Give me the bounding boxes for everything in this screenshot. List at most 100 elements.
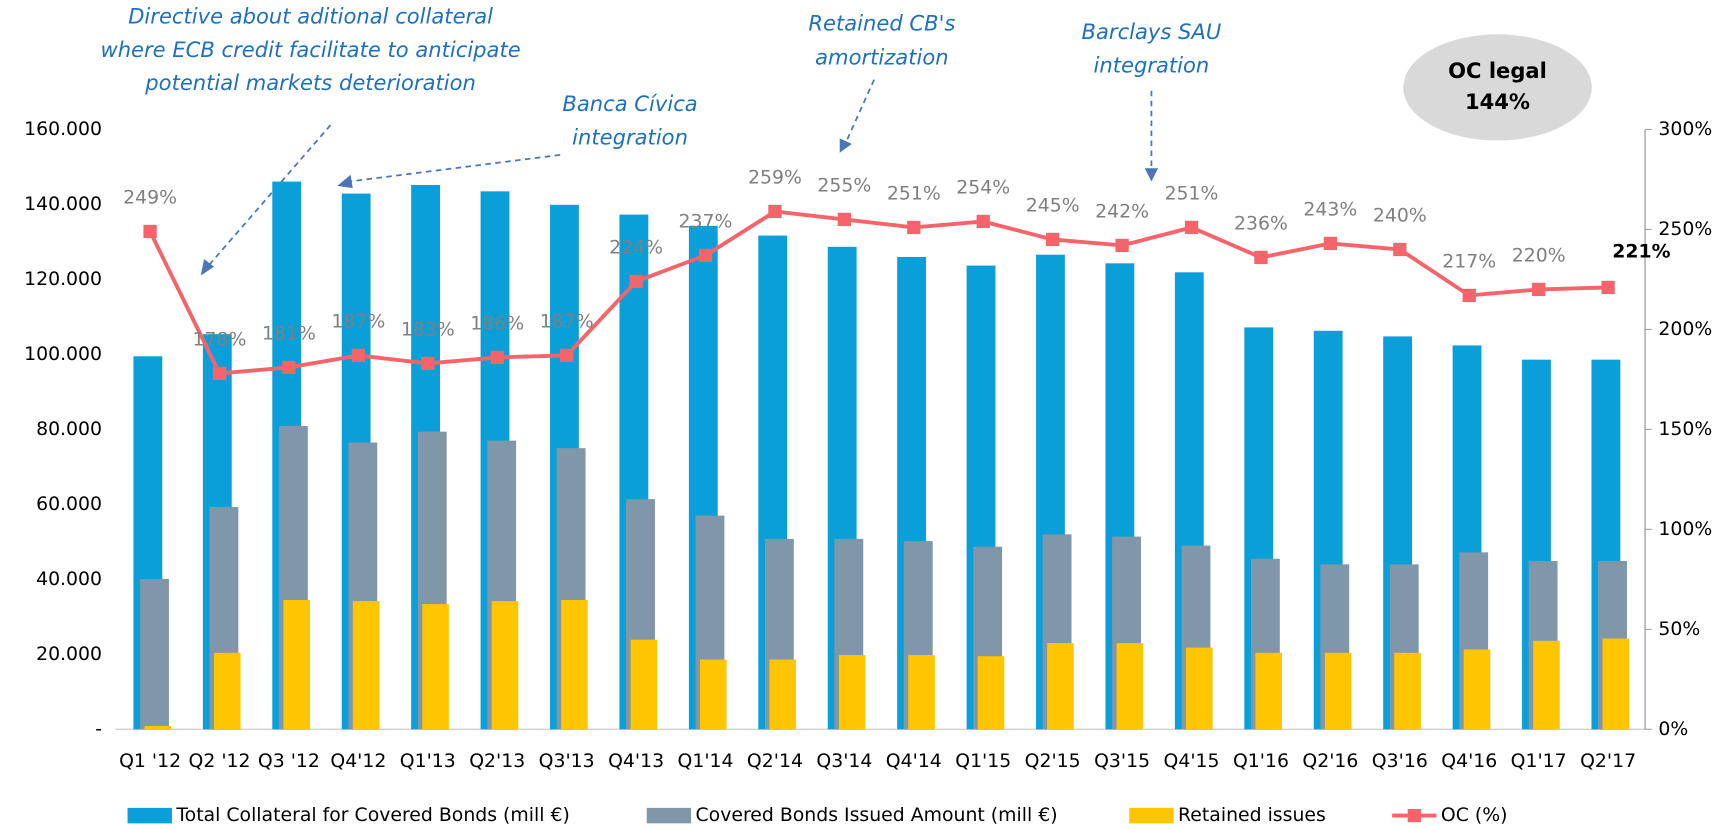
legend-swatch bbox=[1129, 807, 1174, 824]
data-label: 181% bbox=[262, 324, 316, 345]
bar bbox=[1047, 643, 1074, 730]
legend-label: Covered Bonds Issued Amount (mill €) bbox=[696, 805, 1058, 826]
arrow bbox=[207, 124, 332, 267]
marker bbox=[976, 214, 990, 229]
marker bbox=[1462, 288, 1476, 303]
x-tick-label: Q2 '12 bbox=[189, 751, 251, 772]
marker bbox=[490, 350, 504, 365]
legend-label: OC (%) bbox=[1441, 805, 1508, 826]
marker bbox=[421, 356, 435, 371]
line bbox=[148, 209, 1609, 376]
bar bbox=[1116, 643, 1144, 730]
annotation: amortization bbox=[815, 45, 948, 70]
y2-tick-label: 300% bbox=[1658, 119, 1712, 140]
legend-swatch bbox=[127, 807, 172, 824]
y2-tick-label: 200% bbox=[1658, 319, 1712, 340]
y2-tick-label: 150% bbox=[1658, 419, 1712, 440]
data-label: 220% bbox=[1512, 246, 1566, 267]
x-tick-label: Q1 '12 bbox=[119, 751, 181, 772]
data-label: 251% bbox=[887, 184, 941, 205]
annotation: where ECB credit facilitate to anticipat… bbox=[100, 37, 520, 62]
marker bbox=[1115, 238, 1129, 253]
arrows bbox=[207, 79, 1153, 267]
data-label: 183% bbox=[401, 320, 455, 341]
data-label: 178% bbox=[193, 330, 247, 351]
data-label: 240% bbox=[1373, 206, 1427, 227]
marker bbox=[212, 366, 227, 381]
annotation: integration bbox=[572, 124, 688, 149]
y-tick-label: 160.000 bbox=[24, 119, 102, 140]
marker bbox=[560, 348, 574, 363]
x-tick-label: Q1'16 bbox=[1233, 751, 1289, 772]
x-tick-label: Q4'13 bbox=[608, 751, 664, 772]
y-tick-label: 20.000 bbox=[36, 644, 102, 665]
x-tick-label: Q4'14 bbox=[886, 751, 942, 772]
marker bbox=[1046, 232, 1060, 247]
bar bbox=[1324, 652, 1352, 730]
x-tick-label: Q4'16 bbox=[1441, 751, 1497, 772]
data-label: 221% bbox=[1612, 242, 1670, 263]
legend-swatch bbox=[1407, 808, 1421, 823]
data-label: 217% bbox=[1442, 252, 1496, 273]
annotation: Barclays SAU bbox=[1082, 19, 1222, 44]
data-label: 259% bbox=[748, 168, 802, 189]
bar bbox=[630, 639, 658, 730]
marker bbox=[282, 360, 296, 375]
y-tick-label: 120.000 bbox=[24, 269, 102, 290]
bar bbox=[1602, 638, 1630, 730]
data-label: 237% bbox=[679, 212, 733, 233]
data-label: 236% bbox=[1234, 214, 1288, 235]
y2-tick-label: 50% bbox=[1658, 619, 1700, 640]
x-tick-label: Q3 '12 bbox=[258, 751, 320, 772]
oc-legal-bubble bbox=[1403, 34, 1592, 141]
bar bbox=[213, 652, 241, 730]
bar bbox=[699, 659, 727, 730]
data-label: 245% bbox=[1026, 196, 1080, 217]
y-tick-label: 140.000 bbox=[24, 194, 102, 215]
arrowhead bbox=[337, 174, 353, 189]
bar bbox=[977, 656, 1005, 730]
y2-tick-label: 0% bbox=[1658, 719, 1688, 740]
bar bbox=[1255, 652, 1283, 730]
marker bbox=[1254, 250, 1268, 265]
annotation: Banca Cívica bbox=[562, 91, 697, 116]
marker bbox=[1393, 242, 1407, 257]
bar bbox=[561, 599, 588, 730]
bar bbox=[491, 601, 519, 730]
bar bbox=[422, 604, 449, 730]
legend-label: Total Collateral for Covered Bonds (mill… bbox=[175, 805, 569, 826]
legend-swatch bbox=[646, 807, 692, 824]
x-tick-label: Q3'16 bbox=[1372, 751, 1428, 772]
arrowhead bbox=[839, 138, 852, 153]
legend-label: Retained issues bbox=[1178, 805, 1326, 826]
y2-tick-label: 100% bbox=[1658, 519, 1712, 540]
x-tick-label: Q4'12 bbox=[330, 751, 386, 772]
marker bbox=[143, 224, 157, 239]
bar bbox=[1185, 647, 1213, 730]
x-tick-label: Q1'17 bbox=[1511, 751, 1567, 772]
bar bbox=[1533, 640, 1560, 730]
x-tick-label: Q1'14 bbox=[678, 751, 734, 772]
y2-tick-label: 250% bbox=[1658, 219, 1712, 240]
bar bbox=[283, 599, 311, 730]
bar bbox=[908, 655, 935, 730]
x-tick-label: Q2'13 bbox=[469, 751, 525, 772]
data-label: 242% bbox=[1095, 202, 1149, 223]
x-tick-label: Q3'13 bbox=[539, 751, 595, 772]
y-tick-label: 80.000 bbox=[36, 419, 102, 440]
data-label: 243% bbox=[1303, 200, 1357, 221]
marker bbox=[907, 220, 921, 235]
annotation: Retained CB's bbox=[808, 10, 955, 35]
marker bbox=[837, 212, 852, 227]
data-label: 187% bbox=[540, 312, 594, 333]
data-label: 254% bbox=[956, 178, 1010, 199]
y-tick-label: 40.000 bbox=[36, 569, 102, 590]
marker bbox=[1532, 282, 1546, 297]
bar bbox=[352, 601, 380, 730]
x-tick-label: Q1'15 bbox=[955, 751, 1011, 772]
arrowheads bbox=[200, 138, 1159, 276]
x-tick-label: Q3'14 bbox=[816, 751, 872, 772]
bar bbox=[1463, 649, 1491, 730]
marker bbox=[768, 204, 782, 219]
